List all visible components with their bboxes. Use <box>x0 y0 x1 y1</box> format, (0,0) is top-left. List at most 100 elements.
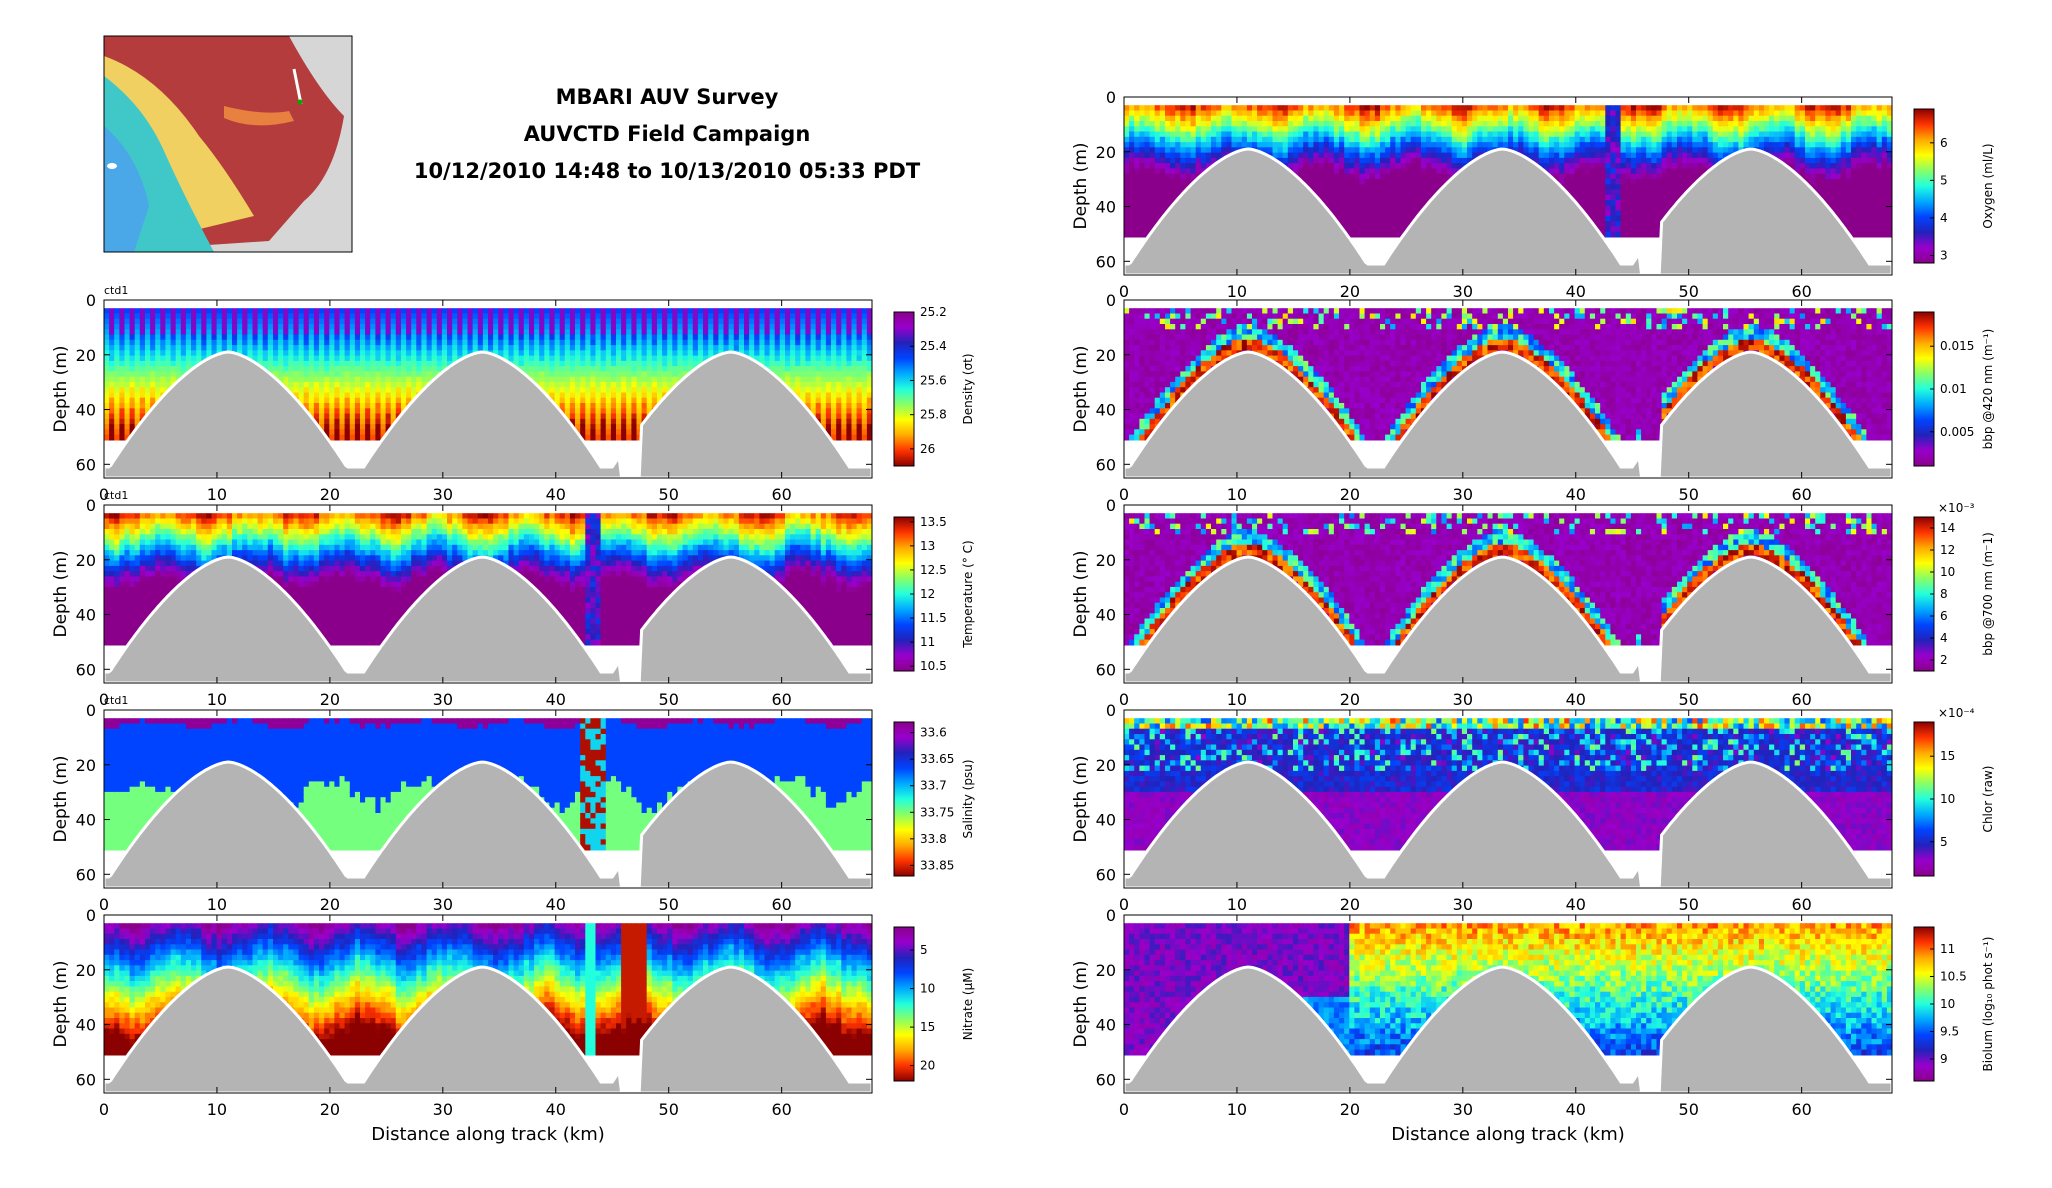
heatmap-cell <box>288 565 294 572</box>
heatmap-cell <box>150 602 156 609</box>
heatmap-cell <box>114 550 120 556</box>
heatmap-cell <box>523 355 530 362</box>
heatmap-cell <box>119 318 126 325</box>
heatmap-cell <box>349 544 356 551</box>
heatmap-cell <box>467 313 474 320</box>
heatmap-cell <box>114 581 120 588</box>
heatmap-cell <box>841 350 847 357</box>
x-tick-label: 0 <box>99 485 109 504</box>
heatmap-cell <box>308 529 315 535</box>
heatmap-cell <box>324 634 330 641</box>
heatmap-cell <box>401 381 407 388</box>
heatmap-cell <box>257 534 264 541</box>
heatmap-cell <box>621 429 627 436</box>
heatmap-cell <box>472 308 479 315</box>
heatmap-cell <box>590 350 597 357</box>
heatmap-cell <box>334 639 341 646</box>
heatmap-cell <box>109 629 115 635</box>
heatmap-cell <box>544 308 550 315</box>
heatmap-cell <box>636 345 643 351</box>
heatmap-cell <box>575 313 581 320</box>
heatmap-cell <box>697 350 704 357</box>
heatmap-cell <box>836 350 842 357</box>
heatmap-cell <box>416 334 422 341</box>
heatmap-cell <box>851 324 858 330</box>
heatmap-cell <box>104 550 110 556</box>
heatmap-cell <box>395 324 402 330</box>
heatmap-cell <box>390 313 397 320</box>
heatmap-cell <box>697 313 704 320</box>
heatmap-cell <box>298 550 305 556</box>
heatmap-cell <box>247 318 254 325</box>
heatmap-cell <box>790 318 796 325</box>
heatmap-cell <box>124 360 131 367</box>
heatmap-cell <box>575 308 581 315</box>
heatmap-cell <box>385 371 392 378</box>
heatmap-cell <box>104 576 110 583</box>
heatmap-cell <box>421 313 428 320</box>
heatmap-cell <box>242 513 248 520</box>
heatmap-cell <box>360 366 366 372</box>
heatmap-cell <box>585 434 591 441</box>
heatmap-cell <box>129 565 136 572</box>
heatmap-cell <box>324 403 330 409</box>
heatmap-cell <box>687 329 694 336</box>
heatmap-cell <box>114 629 120 635</box>
heatmap-cell <box>109 571 115 577</box>
heatmap-cell <box>339 408 346 415</box>
heatmap-cell <box>575 366 581 372</box>
heatmap-cell <box>104 623 110 630</box>
heatmap-cell <box>513 355 520 362</box>
heatmap-cell <box>626 387 632 394</box>
heatmap-cell <box>232 534 238 541</box>
heatmap-cell <box>319 397 325 404</box>
heatmap-cell <box>564 360 571 367</box>
heatmap-cell <box>288 308 294 315</box>
heatmap-cell <box>360 334 366 341</box>
heatmap-cell <box>160 366 166 372</box>
heatmap-cell <box>313 555 320 562</box>
heatmap-cell <box>313 392 320 399</box>
heatmap-cell <box>150 355 156 362</box>
heatmap-cell <box>185 518 192 525</box>
heatmap-cell <box>252 345 259 351</box>
heatmap-cell <box>349 518 356 525</box>
heatmap-cell <box>329 576 335 583</box>
heatmap-cell <box>718 324 725 330</box>
heatmap-cell <box>370 403 376 409</box>
heatmap-cell <box>831 360 837 367</box>
heatmap-cell <box>401 387 407 394</box>
heatmap-cell <box>411 355 417 362</box>
heatmap-cell <box>662 334 668 341</box>
heatmap-cell <box>390 308 397 315</box>
heatmap-cell <box>370 313 376 320</box>
heatmap-cell <box>785 376 791 383</box>
heatmap-cell <box>641 413 648 420</box>
heatmap-cell <box>278 550 284 556</box>
heatmap-cell <box>636 313 643 320</box>
heatmap-cell <box>298 592 305 599</box>
heatmap-cell <box>262 324 269 330</box>
heatmap-cell <box>605 308 612 315</box>
heatmap-cell <box>370 424 376 430</box>
heatmap-cell <box>569 355 576 362</box>
heatmap-cell <box>114 413 120 420</box>
heatmap-cell <box>119 555 126 562</box>
heatmap-cell <box>211 534 218 541</box>
heatmap-cell <box>324 592 330 599</box>
heatmap-cell <box>303 581 310 588</box>
heatmap-cell <box>436 329 443 336</box>
heatmap-cell <box>329 629 335 635</box>
heatmap-cell <box>308 324 315 330</box>
heatmap-cell <box>610 313 617 320</box>
heatmap-cell <box>477 318 484 325</box>
heatmap-cell <box>155 565 161 572</box>
heatmap-cell <box>139 381 146 388</box>
heatmap-cell <box>390 318 397 325</box>
heatmap-cell <box>426 376 433 383</box>
heatmap-cell <box>836 397 842 404</box>
heatmap-cell <box>457 345 463 351</box>
heatmap-cell <box>841 424 847 430</box>
heatmap-cell <box>267 560 274 567</box>
heatmap-cell <box>114 403 120 409</box>
